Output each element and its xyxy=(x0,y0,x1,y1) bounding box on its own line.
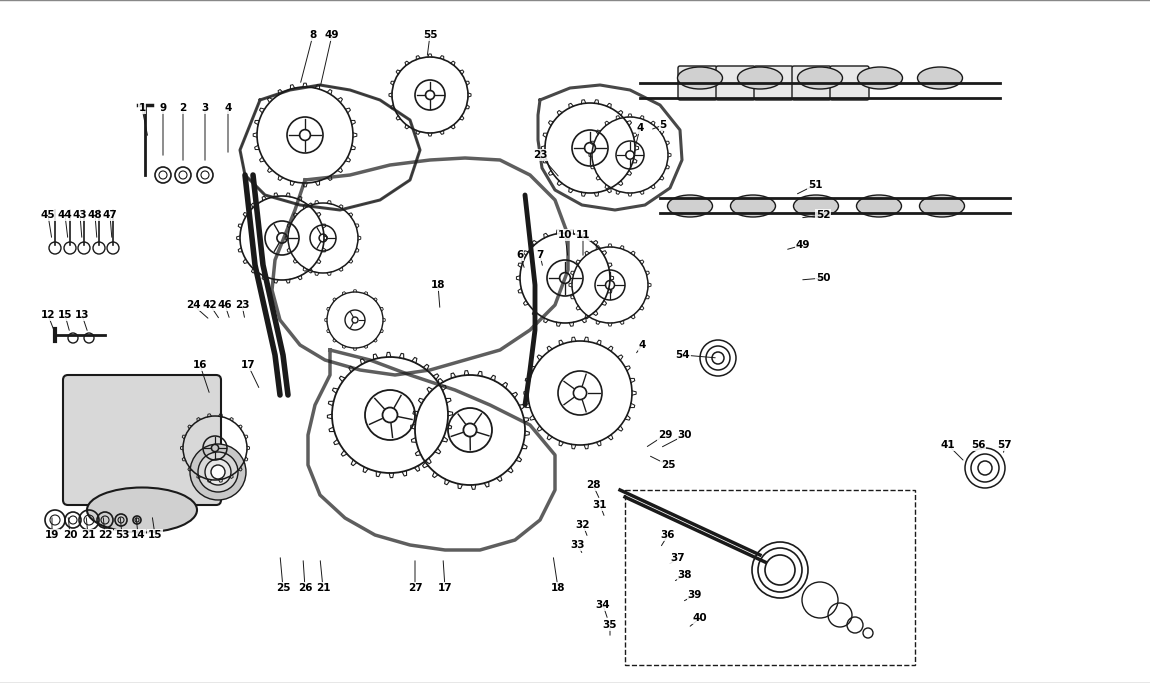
Text: 45: 45 xyxy=(40,210,55,220)
Text: 2: 2 xyxy=(179,103,186,113)
Circle shape xyxy=(205,459,231,485)
Text: 38: 38 xyxy=(677,570,692,580)
FancyBboxPatch shape xyxy=(63,375,221,505)
Text: 48: 48 xyxy=(87,210,102,220)
Text: 13: 13 xyxy=(75,310,90,320)
Text: 50: 50 xyxy=(815,273,830,283)
Text: 23: 23 xyxy=(532,150,547,160)
Text: 18: 18 xyxy=(551,583,566,593)
Ellipse shape xyxy=(857,195,902,217)
Ellipse shape xyxy=(918,67,963,89)
Text: 35: 35 xyxy=(603,620,618,630)
Text: 8: 8 xyxy=(309,30,316,40)
Text: 55: 55 xyxy=(423,30,437,40)
Text: 10: 10 xyxy=(558,230,573,240)
Text: 34: 34 xyxy=(596,600,611,610)
Text: 42: 42 xyxy=(202,300,217,310)
FancyBboxPatch shape xyxy=(754,66,793,100)
Text: 21: 21 xyxy=(316,583,330,593)
Text: 41: 41 xyxy=(941,440,956,450)
Text: 16: 16 xyxy=(193,360,207,370)
Text: 56: 56 xyxy=(971,440,986,450)
Text: 22: 22 xyxy=(98,530,113,540)
Ellipse shape xyxy=(87,488,197,533)
Ellipse shape xyxy=(793,195,838,217)
Text: 37: 37 xyxy=(670,553,685,563)
Text: 29: 29 xyxy=(658,430,673,440)
Text: 5: 5 xyxy=(659,120,667,130)
Ellipse shape xyxy=(737,67,782,89)
Text: 49: 49 xyxy=(796,240,811,250)
Text: 6: 6 xyxy=(516,250,523,260)
Text: 17: 17 xyxy=(240,360,255,370)
Text: 14: 14 xyxy=(131,530,145,540)
Text: 25: 25 xyxy=(661,460,675,470)
Ellipse shape xyxy=(730,195,775,217)
Circle shape xyxy=(198,452,238,492)
Ellipse shape xyxy=(858,67,903,89)
Text: 39: 39 xyxy=(688,590,703,600)
FancyBboxPatch shape xyxy=(830,66,869,100)
Text: 23: 23 xyxy=(235,300,250,310)
Ellipse shape xyxy=(667,195,713,217)
Text: 4: 4 xyxy=(636,123,644,133)
Text: 4: 4 xyxy=(638,340,645,350)
FancyBboxPatch shape xyxy=(716,66,756,100)
Text: 51: 51 xyxy=(807,180,822,190)
Text: 4: 4 xyxy=(224,103,231,113)
Text: 24: 24 xyxy=(185,300,200,310)
Text: 44: 44 xyxy=(58,210,72,220)
Text: 31: 31 xyxy=(592,500,607,510)
Text: 43: 43 xyxy=(72,210,87,220)
Ellipse shape xyxy=(797,67,843,89)
Text: 49: 49 xyxy=(324,30,339,40)
Text: 57: 57 xyxy=(998,440,1012,450)
Text: 12: 12 xyxy=(40,310,55,320)
Text: 18: 18 xyxy=(431,280,445,290)
Text: 3: 3 xyxy=(201,103,208,113)
Text: 30: 30 xyxy=(677,430,692,440)
Ellipse shape xyxy=(677,67,722,89)
Text: 46: 46 xyxy=(217,300,232,310)
Circle shape xyxy=(210,465,225,479)
Text: 7: 7 xyxy=(536,250,544,260)
Text: 40: 40 xyxy=(692,613,707,623)
Text: 47: 47 xyxy=(102,210,117,220)
Text: 21: 21 xyxy=(81,530,95,540)
Text: 17: 17 xyxy=(438,583,452,593)
Text: 53: 53 xyxy=(115,530,129,540)
Text: 9: 9 xyxy=(160,103,167,113)
Text: 28: 28 xyxy=(585,480,600,490)
Ellipse shape xyxy=(920,195,965,217)
Text: 19: 19 xyxy=(45,530,59,540)
Text: 15: 15 xyxy=(58,310,72,320)
Text: 26: 26 xyxy=(298,583,313,593)
Text: 1: 1 xyxy=(138,103,146,113)
Text: 20: 20 xyxy=(63,530,77,540)
Text: 25: 25 xyxy=(276,583,290,593)
Text: 33: 33 xyxy=(570,540,585,550)
Text: 27: 27 xyxy=(408,583,422,593)
Text: 32: 32 xyxy=(576,520,590,530)
FancyBboxPatch shape xyxy=(792,66,831,100)
Circle shape xyxy=(190,444,246,500)
Text: 11: 11 xyxy=(576,230,590,240)
Text: 15: 15 xyxy=(147,530,162,540)
Text: 54: 54 xyxy=(676,350,690,360)
Text: 36: 36 xyxy=(661,530,675,540)
FancyBboxPatch shape xyxy=(678,66,716,100)
Text: 52: 52 xyxy=(815,210,830,220)
